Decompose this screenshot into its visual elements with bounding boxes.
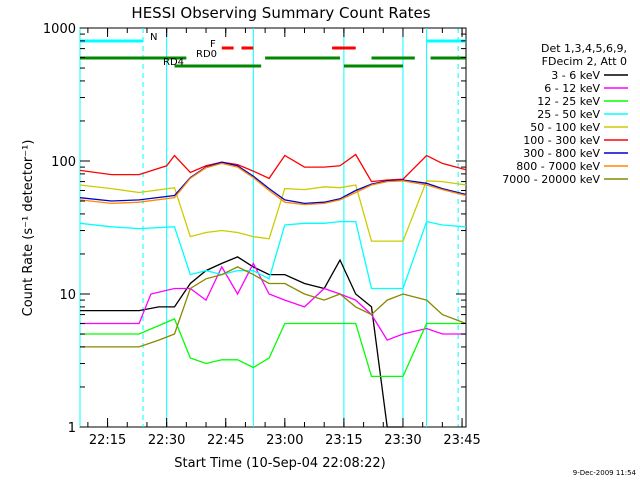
series-line: [80, 261, 466, 341]
series-line: [79, 153, 467, 183]
x-axis: 22:15 22:30 22:45 23:00 23:15 23:30 23:45: [87, 28, 481, 448]
series-line: [80, 266, 467, 348]
y-tick-label: 1: [68, 421, 76, 436]
legend-entry-label: 12 - 25 keV: [537, 95, 600, 108]
flag-label: F: [210, 39, 216, 50]
flag-label: RD4: [163, 57, 184, 68]
series-line: [79, 162, 467, 206]
x-tick-label: 22:45: [207, 433, 244, 448]
series-line: [80, 318, 466, 378]
x-axis-label: Start Time (10-Sep-04 22:08:22): [174, 456, 385, 471]
legend-entry-label: 7000 - 20000 keV: [502, 173, 600, 186]
x-tick-label: 23:30: [384, 433, 421, 448]
chart-title: HESSI Observing Summary Count Rates: [131, 4, 430, 22]
series-line: [79, 180, 467, 242]
x-tick-label: 22:30: [148, 433, 185, 448]
legend-entry-label: 100 - 300 keV: [523, 134, 600, 147]
x-tick-label: 23:00: [266, 433, 303, 448]
legend-entry-label: 6 - 12 keV: [544, 82, 600, 95]
legend-header: FDecim 2, Att 0: [542, 55, 627, 68]
legend-header: Det 1,3,4,5,6,9,: [541, 42, 627, 55]
y-axis-label: Count Rate (s⁻¹ detector⁻¹): [21, 140, 36, 317]
legend-entry-label: 50 - 100 keV: [530, 121, 600, 134]
legend-entry-label: 800 - 7000 keV: [516, 160, 600, 173]
series-line: [79, 220, 467, 290]
legend: Det 1,3,4,5,6,9,FDecim 2, Att 03 - 6 keV…: [502, 42, 628, 186]
flag-label: RD0: [196, 49, 217, 60]
y-tick-label: 10: [59, 288, 76, 303]
legend-entry-label: 300 - 800 keV: [523, 147, 600, 160]
y-axis: 1 10 100 1000: [43, 22, 466, 436]
series-lines: [79, 153, 467, 428]
x-tick-label: 23:15: [325, 433, 362, 448]
y-tick-label: 100: [51, 155, 76, 170]
series-line: [80, 256, 403, 428]
vertical-markers: [79, 28, 459, 427]
x-tick-label: 22:15: [89, 433, 126, 448]
legend-entry-label: 3 - 6 keV: [551, 69, 600, 82]
legend-entry-label: 25 - 50 keV: [537, 108, 600, 121]
y-tick-label: 1000: [43, 22, 76, 37]
x-tick-label: 23:45: [443, 433, 480, 448]
series-line: [79, 161, 467, 205]
footer-timestamp: 9-Dec-2009 11:54: [573, 469, 637, 477]
flag-label: N: [150, 32, 157, 43]
